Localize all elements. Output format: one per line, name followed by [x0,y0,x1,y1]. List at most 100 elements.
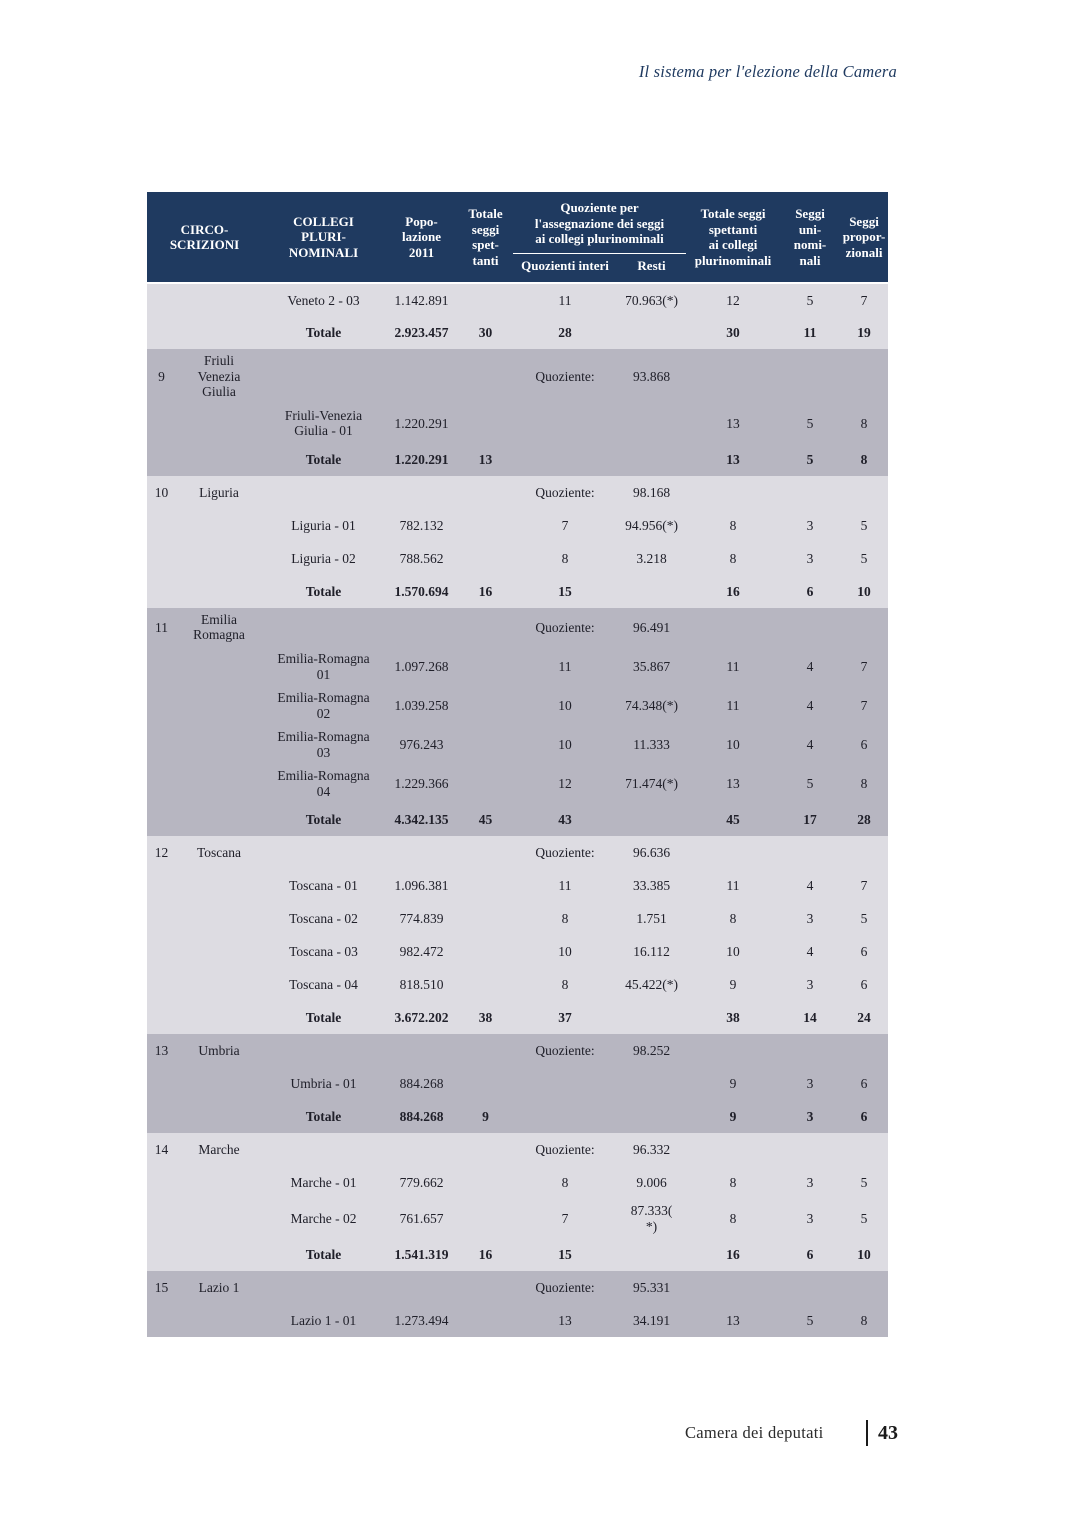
cell-region-name [176,1067,263,1101]
cell-collegio: Totale [262,803,386,837]
cell-seggi-uninominali [780,836,841,870]
cell-section-number [147,574,176,608]
cell-totale-seggi-collegi [686,1271,781,1305]
cell-section-number [147,1100,176,1134]
cell-popolazione: 884.268 [385,1067,459,1101]
cell-section-number: 9 [147,349,176,404]
cell-collegio [262,475,386,509]
cell-section-number [147,1238,176,1272]
cell-seggi-uninominali: 4 [780,725,841,765]
cell-popolazione: 4.342.135 [385,803,459,837]
collegio-row: Lazio 1 - 01 1.273.494 13 34.191 13 5 8 [147,1304,889,1338]
cell-region-name [176,1001,263,1035]
collegio-row: Toscana - 01 1.096.381 11 33.385 11 4 7 [147,869,889,903]
col-header-seggi-proporzionali: Seggi propor- zionali [840,192,889,284]
cell-totale-seggi [458,1034,514,1068]
cell-collegio [262,1034,386,1068]
cell-quozienti-interi: 8 [513,902,618,936]
cell-seggi-uninominali [780,475,841,509]
cell-popolazione: 818.510 [385,968,459,1002]
collegio-row: Marche - 02 761.657 7 87.333( *) 8 3 5 [147,1199,889,1239]
cell-popolazione [385,1133,459,1167]
section-quotient-row: 10 Liguria Quoziente: 98.168 [147,475,889,509]
cell-popolazione [385,836,459,870]
cell-region-name [176,1304,263,1338]
cell-seggi-proporzionali: 28 [840,803,889,837]
cell-resti [617,316,687,350]
cell-totale-seggi-collegi: 9 [686,1100,781,1134]
cell-section-number: 13 [147,1034,176,1068]
collegio-row: Liguria - 02 788.562 8 3.218 8 3 5 [147,541,889,575]
cell-popolazione [385,1271,459,1305]
cell-seggi-proporzionali: 6 [840,725,889,765]
cell-section-number: 10 [147,475,176,509]
cell-popolazione: 1.096.381 [385,869,459,903]
cell-quozienti-interi: 11 [513,282,618,317]
cell-popolazione: 761.657 [385,1199,459,1239]
cell-collegio [262,1271,386,1305]
cell-totale-seggi-collegi: 45 [686,803,781,837]
cell-popolazione: 779.662 [385,1166,459,1200]
cell-section-number [147,1166,176,1200]
cell-section-number [147,902,176,936]
cell-totale-seggi [458,968,514,1002]
cell-quoziente-label: Quoziente: [513,836,618,870]
cell-quozienti-interi: 7 [513,508,618,542]
cell-seggi-uninominali [780,349,841,404]
cell-region-name [176,574,263,608]
cell-region-name [176,1238,263,1272]
cell-totale-seggi: 13 [458,442,514,476]
cell-totale-seggi [458,1166,514,1200]
cell-quoziente-label: Quoziente: [513,1034,618,1068]
cell-resti [617,803,687,837]
cell-section-number [147,316,176,350]
cell-quozienti-interi: 13 [513,1304,618,1338]
cell-totale-seggi [458,725,514,765]
cell-quoziente-value: 93.868 [617,349,687,404]
cell-region-name: Umbria [176,1034,263,1068]
cell-region-name [176,968,263,1002]
cell-totale-seggi-collegi: 8 [686,541,781,575]
cell-seggi-proporzionali [840,1034,889,1068]
cell-seggi-uninominali: 3 [780,1166,841,1200]
cell-section-number [147,686,176,726]
cell-totale-seggi [458,607,514,647]
cell-quoziente-label: Quoziente: [513,1271,618,1305]
cell-totale-seggi-collegi: 8 [686,902,781,936]
cell-collegio: Lazio 1 - 01 [262,1304,386,1338]
cell-section-number: 14 [147,1133,176,1167]
cell-totale-seggi [458,686,514,726]
cell-quozienti-interi: 10 [513,935,618,969]
cell-section-number [147,442,176,476]
cell-popolazione: 884.268 [385,1100,459,1134]
cell-section-number [147,764,176,804]
cell-seggi-proporzionali: 8 [840,764,889,804]
cell-quozienti-interi: 28 [513,316,618,350]
cell-seggi-proporzionali: 7 [840,686,889,726]
cell-totale-seggi-collegi: 13 [686,764,781,804]
col-header-seggi-uninominali: Seggi uni- nomi- nali [780,192,841,284]
cell-seggi-uninominali: 3 [780,1067,841,1101]
footer-page-number: 43 [878,1421,898,1444]
cell-region-name [176,869,263,903]
cell-collegio: Marche - 02 [262,1199,386,1239]
col-header-circoscrizioni: CIRCO- SCRIZIONI [147,192,263,284]
cell-region-name: Friuli Venezia Giulia [176,349,263,404]
cell-totale-seggi [458,1067,514,1101]
collegio-row: Toscana - 03 982.472 10 16.112 10 4 6 [147,935,889,969]
cell-totale-seggi-collegi: 38 [686,1001,781,1035]
cell-seggi-proporzionali: 6 [840,1100,889,1134]
cell-popolazione: 1.229.366 [385,764,459,804]
cell-seggi-uninominali: 4 [780,869,841,903]
cell-quozienti-interi [513,1067,618,1101]
cell-seggi-proporzionali [840,836,889,870]
collegio-row: Liguria - 01 782.132 7 94.956(*) 8 3 5 [147,508,889,542]
cell-totale-seggi [458,935,514,969]
cell-totale-seggi [458,1304,514,1338]
cell-collegio: Toscana - 03 [262,935,386,969]
cell-totale-seggi: 9 [458,1100,514,1134]
cell-totale-seggi [458,646,514,687]
cell-resti [617,1100,687,1134]
cell-collegio: Totale [262,574,386,608]
cell-totale-seggi [458,1133,514,1167]
